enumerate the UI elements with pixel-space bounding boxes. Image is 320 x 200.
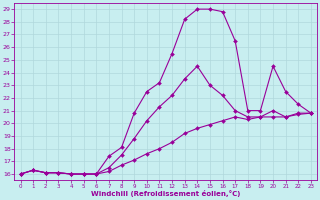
X-axis label: Windchill (Refroidissement éolien,°C): Windchill (Refroidissement éolien,°C) bbox=[91, 190, 240, 197]
